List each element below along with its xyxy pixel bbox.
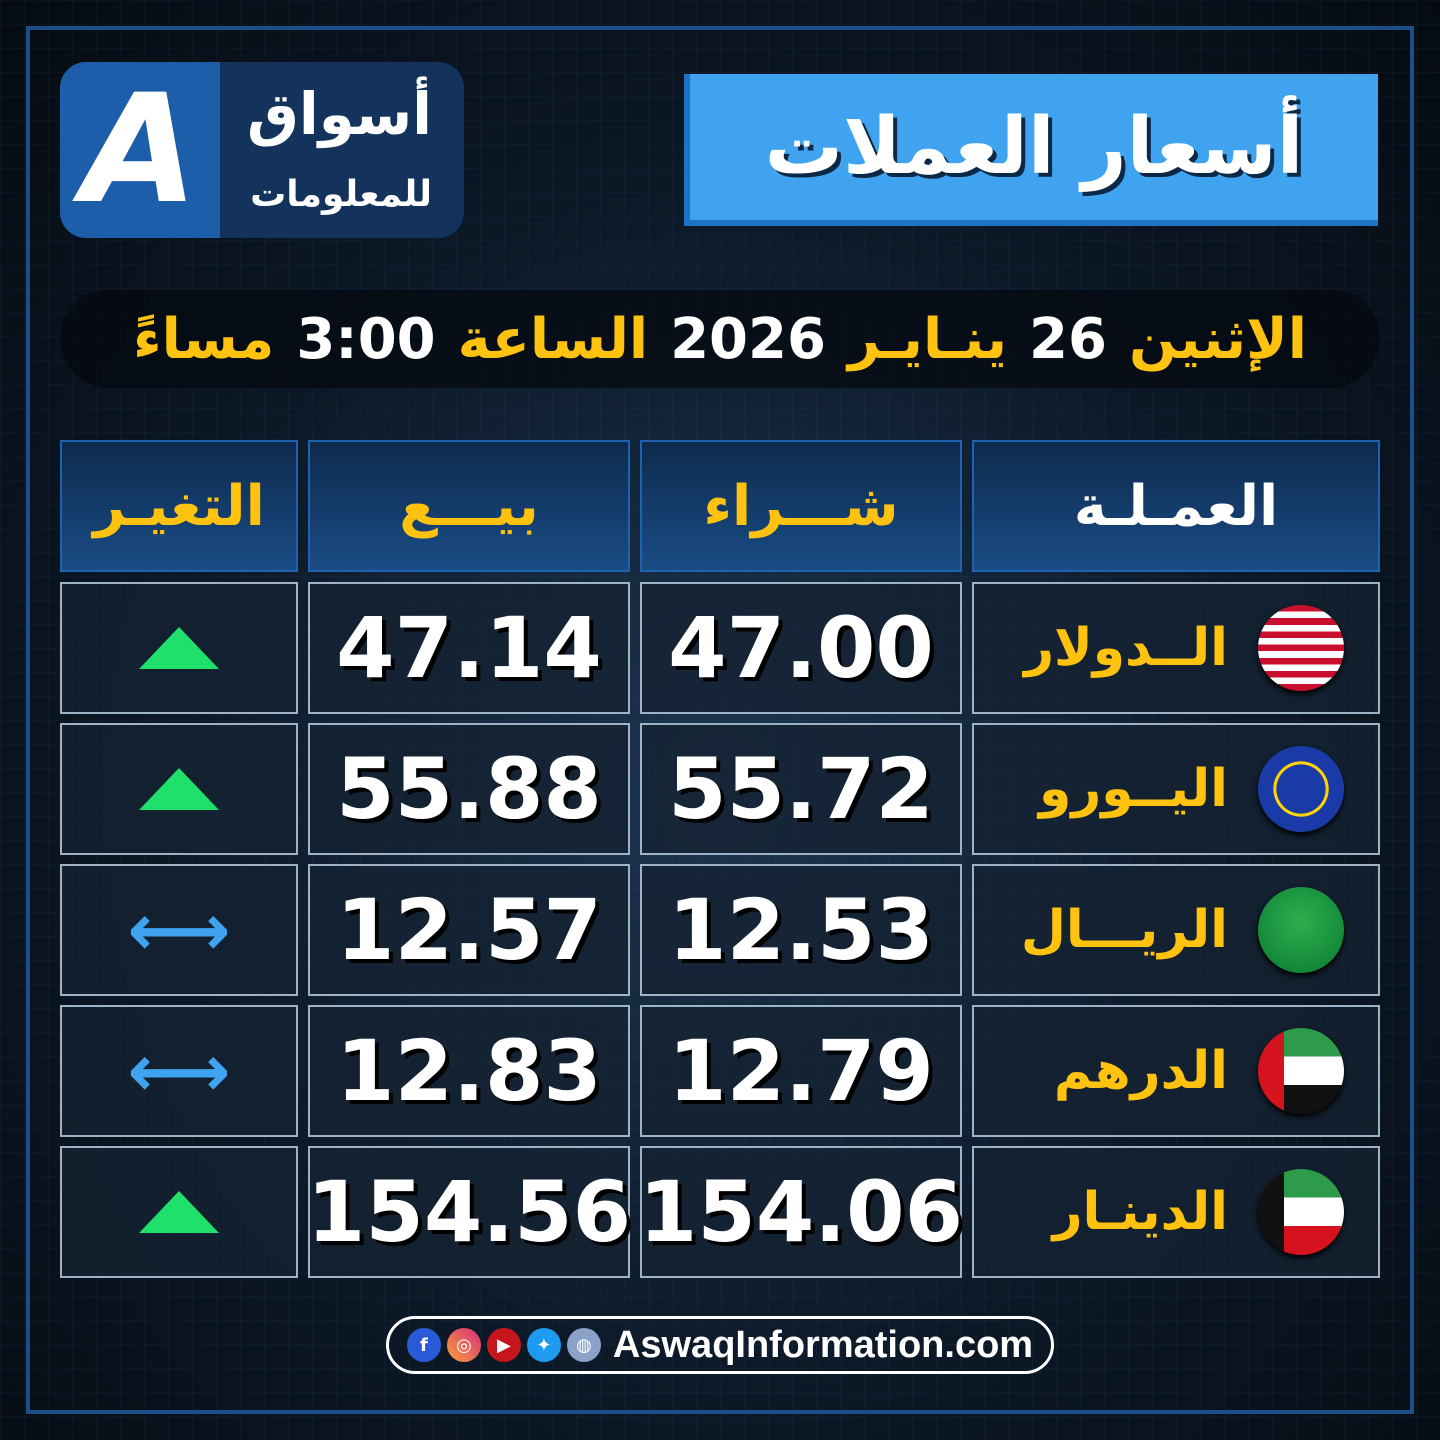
sell-value: 12.57 xyxy=(336,881,602,979)
currency-name: الدينـار xyxy=(1052,1182,1228,1242)
sell-value: 55.88 xyxy=(336,740,602,838)
sell-cell: 47.14 xyxy=(308,582,630,714)
change-up-icon xyxy=(139,1191,219,1233)
day: الإثنين xyxy=(1128,306,1307,372)
buy-value: 55.72 xyxy=(668,740,934,838)
time: 3:00 xyxy=(296,306,436,372)
currency-cell: اليــورو xyxy=(972,723,1380,855)
buy-value: 12.53 xyxy=(668,881,934,979)
month: ينـايـر xyxy=(847,306,1007,372)
saudi-flag-icon xyxy=(1258,887,1344,973)
date-num: 26 xyxy=(1029,306,1107,372)
currency-cell: الريـــال xyxy=(972,864,1380,996)
currency-name: الريـــال xyxy=(1020,900,1228,960)
facebook-icon[interactable]: f xyxy=(406,1328,441,1362)
buy-value: 154.06 xyxy=(638,1163,964,1261)
kuwait-flag-icon xyxy=(1258,1169,1344,1255)
instagram-icon[interactable]: ◎ xyxy=(446,1328,481,1362)
change-cell xyxy=(60,723,298,855)
sell-cell: 12.57 xyxy=(308,864,630,996)
page-title: أسعار العملات xyxy=(764,102,1304,192)
currency-name: الــدولار xyxy=(1024,618,1228,678)
year: 2026 xyxy=(670,306,826,372)
buy-value: 47.00 xyxy=(668,599,934,697)
currency-cell: الدرهم xyxy=(972,1005,1380,1137)
sell-cell: 154.56 xyxy=(306,1146,632,1278)
hour-label: الساعة xyxy=(457,306,649,372)
sell-value: 154.56 xyxy=(306,1163,632,1261)
footer: f ◎ ▶ ✦ ◍ AswaqInformation.com xyxy=(386,1316,1054,1374)
change-cell xyxy=(60,1146,298,1278)
change-cell: ⟷ xyxy=(60,1005,298,1137)
logo-line1: أسواق xyxy=(246,80,432,148)
sell-cell: 12.83 xyxy=(308,1005,630,1137)
buy-cell: 154.06 xyxy=(638,1146,964,1278)
change-unchanged-icon: ⟷ xyxy=(127,888,231,972)
frame xyxy=(26,26,1414,1414)
currency-cell: الــدولار xyxy=(972,582,1380,714)
sell-value: 47.14 xyxy=(336,599,602,697)
uae-flag-icon xyxy=(1258,1028,1344,1114)
currency-cell: الدينـار xyxy=(972,1146,1380,1278)
header-sell: بيـــع xyxy=(308,440,630,572)
buy-cell: 47.00 xyxy=(640,582,962,714)
sell-cell: 55.88 xyxy=(308,723,630,855)
change-up-icon xyxy=(139,768,219,810)
change-cell: ⟷ xyxy=(60,864,298,996)
change-unchanged-icon: ⟷ xyxy=(127,1029,231,1113)
youtube-icon[interactable]: ▶ xyxy=(486,1328,521,1362)
currency-name: الدرهم xyxy=(1053,1041,1228,1101)
us-flag-icon xyxy=(1258,605,1344,691)
website-link[interactable]: AswaqInformation.com xyxy=(612,1323,1034,1366)
sell-value: 12.83 xyxy=(336,1022,602,1120)
header-change: التغيـر xyxy=(60,440,298,572)
twitter-icon[interactable]: ✦ xyxy=(526,1328,561,1362)
buy-cell: 55.72 xyxy=(640,723,962,855)
period: مساءً xyxy=(133,306,275,372)
header-currency: العمـلـة xyxy=(972,440,1380,572)
globe-icon[interactable]: ◍ xyxy=(566,1328,601,1362)
change-up-icon xyxy=(139,627,219,669)
header-buy: شـــراء xyxy=(640,440,962,572)
page-title-box: أسعار العملات xyxy=(684,74,1378,226)
logo-line2: للمعلومات xyxy=(250,174,432,215)
buy-cell: 12.79 xyxy=(640,1005,962,1137)
date-line: الإثنين 26 ينـايـر 2026 الساعة 3:00 مساء… xyxy=(60,290,1380,388)
logo: A أسواق للمعلومات xyxy=(60,62,464,238)
buy-value: 12.79 xyxy=(668,1022,934,1120)
eu-flag-icon xyxy=(1258,746,1344,832)
buy-cell: 12.53 xyxy=(640,864,962,996)
change-cell xyxy=(60,582,298,714)
currency-name: اليــورو xyxy=(1039,759,1228,819)
logo-mark: A xyxy=(60,62,220,238)
